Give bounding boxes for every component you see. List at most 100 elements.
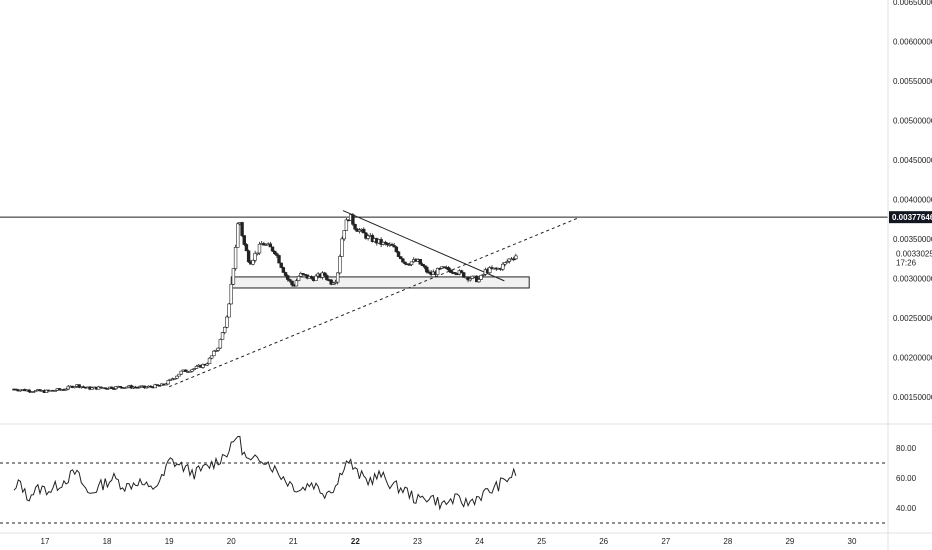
candle-body <box>514 255 518 260</box>
candle-body <box>233 247 238 269</box>
price-axis-tick: 0.00550000 <box>893 77 932 86</box>
candle-body <box>401 258 405 263</box>
candle-body <box>344 219 349 231</box>
candle-body <box>209 355 214 359</box>
candle-body <box>357 229 362 232</box>
candle-body <box>420 263 425 266</box>
candle-body <box>392 245 396 248</box>
resistance-price-label-bg <box>889 211 932 224</box>
candle-body <box>257 243 262 254</box>
candle-body <box>299 273 303 277</box>
candle-body <box>462 272 466 278</box>
rsi-axis-tick: 80.00 <box>896 444 917 453</box>
candle-body <box>33 390 38 392</box>
candle-body <box>481 274 485 276</box>
candle-body <box>227 303 231 318</box>
price-axis-tick: 0.00500000 <box>893 117 932 126</box>
candle-body <box>229 283 233 305</box>
time-axis-tick: 19 <box>165 537 174 546</box>
time-axis-tick: 28 <box>723 537 732 546</box>
candle-body <box>294 280 299 287</box>
price-axis-tick: 0.00300000 <box>893 275 932 284</box>
candle-body <box>246 250 251 263</box>
candle-body <box>422 265 427 268</box>
candle-body <box>511 258 516 261</box>
candle-body <box>244 244 249 252</box>
price-axis-tick: 0.00400000 <box>893 196 932 205</box>
resistance-price-label: 0.00377646 <box>892 213 932 222</box>
candle-body <box>125 386 129 389</box>
time-axis-tick: 18 <box>103 537 112 546</box>
time-axis-tick: 23 <box>413 537 422 546</box>
candle-body <box>338 256 342 274</box>
candle-body <box>99 386 103 389</box>
candle-body <box>459 270 464 273</box>
candle-body <box>425 266 429 273</box>
candle-body <box>105 388 110 390</box>
candle-body <box>468 278 472 281</box>
candle-body <box>477 279 481 283</box>
candle-body <box>212 350 216 357</box>
time-axis-tick: 20 <box>227 537 236 546</box>
candle-body <box>223 326 227 333</box>
candle-body <box>218 339 223 349</box>
candle-body <box>325 275 329 280</box>
candle-body <box>353 224 357 230</box>
candle-body <box>438 267 442 270</box>
time-axis-tick: 30 <box>848 537 857 546</box>
candle-body <box>118 386 123 388</box>
candle-body <box>281 267 286 273</box>
candle-body <box>475 275 479 283</box>
candle-body <box>362 228 366 234</box>
candle-body <box>399 256 403 260</box>
candle-body <box>329 279 333 285</box>
candle-body <box>279 262 283 268</box>
candle-body <box>236 223 240 248</box>
candle-body <box>255 252 260 255</box>
candle-body <box>175 375 179 379</box>
candle-body <box>277 255 281 264</box>
time-axis-tick: 27 <box>661 537 670 546</box>
candle-body <box>242 235 246 245</box>
candle-body <box>216 347 220 351</box>
candle-body <box>270 246 275 252</box>
candle-body <box>290 280 294 286</box>
candle-body <box>166 380 170 385</box>
candle-body <box>314 275 318 281</box>
candle-body <box>251 260 255 265</box>
last-price-label: 0.00330250 <box>896 250 932 259</box>
candle-body <box>301 273 305 275</box>
candle-body <box>253 252 257 261</box>
candle-body <box>90 387 94 390</box>
candle-body <box>442 266 446 268</box>
candle-body <box>231 268 236 285</box>
candle-body <box>205 363 210 366</box>
price-axis-tick: 0.00650000 <box>893 0 932 7</box>
time-axis-tick: 25 <box>537 537 546 546</box>
candle-body <box>383 241 388 244</box>
candle-body <box>240 222 244 236</box>
candle-body <box>453 272 457 274</box>
candle-body <box>179 370 183 375</box>
candle-body <box>488 267 492 274</box>
price-axis-tick: 0.00150000 <box>893 393 932 402</box>
ascending-trendline <box>168 217 580 388</box>
rsi-axis-tick: 40.00 <box>896 504 917 513</box>
price-pane <box>0 210 888 394</box>
candle-body <box>501 263 505 270</box>
candle-body <box>153 384 157 389</box>
candle-body <box>342 230 346 240</box>
price-axis-tick: 0.00200000 <box>893 354 932 363</box>
candle-body <box>190 369 194 372</box>
candle-body <box>286 275 290 280</box>
candle-body <box>194 365 199 369</box>
candle-body <box>77 384 81 388</box>
candle-body <box>503 262 507 265</box>
price-axis-tick: 0.00450000 <box>893 156 932 165</box>
time-axis-tick: 17 <box>41 537 50 546</box>
candle-body <box>144 386 149 389</box>
candle-body <box>53 390 57 392</box>
candle-body <box>173 378 177 380</box>
candle-body <box>275 253 279 256</box>
candle-body <box>409 261 414 265</box>
